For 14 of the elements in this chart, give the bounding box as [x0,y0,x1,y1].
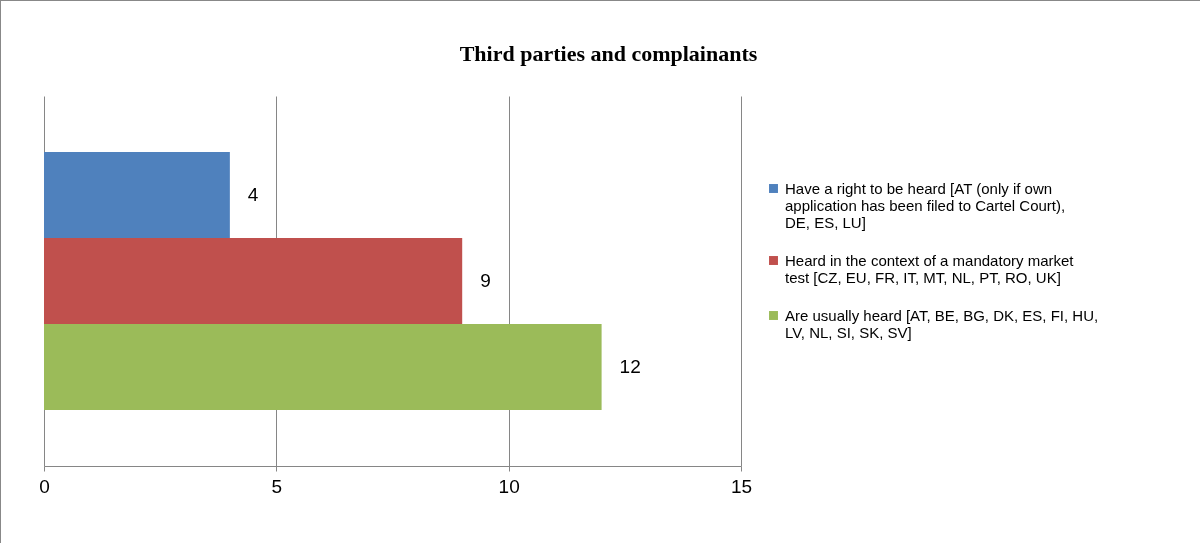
legend-label: Are usually heard [AT, BE, BG, DK, ES, FI, HU, LV, NL, SI, SK, SV] [785,306,1099,341]
chart-title: Third parties and complainants [459,41,758,66]
bar [44,237,463,325]
x-tick-label: 5 [271,475,283,497]
bar [44,151,230,238]
legend-label: Heard in the context of a mandatory market test [CZ, EU, FR, IT, MT, NL, PT, RO, UK] [785,251,1075,286]
x-tick-label: 0 [39,475,50,497]
data-label: 12 [619,356,641,378]
data-label: 4 [247,183,259,205]
x-tick-label: 15 [730,475,753,497]
x-tick-label: 10 [498,475,520,497]
legend-label: Have a right to be heard [AT (only if own application has been filed to Cartel Court), DE, ES, LU] [785,179,1066,231]
data-label: 9 [480,270,491,291]
bar [44,324,602,411]
